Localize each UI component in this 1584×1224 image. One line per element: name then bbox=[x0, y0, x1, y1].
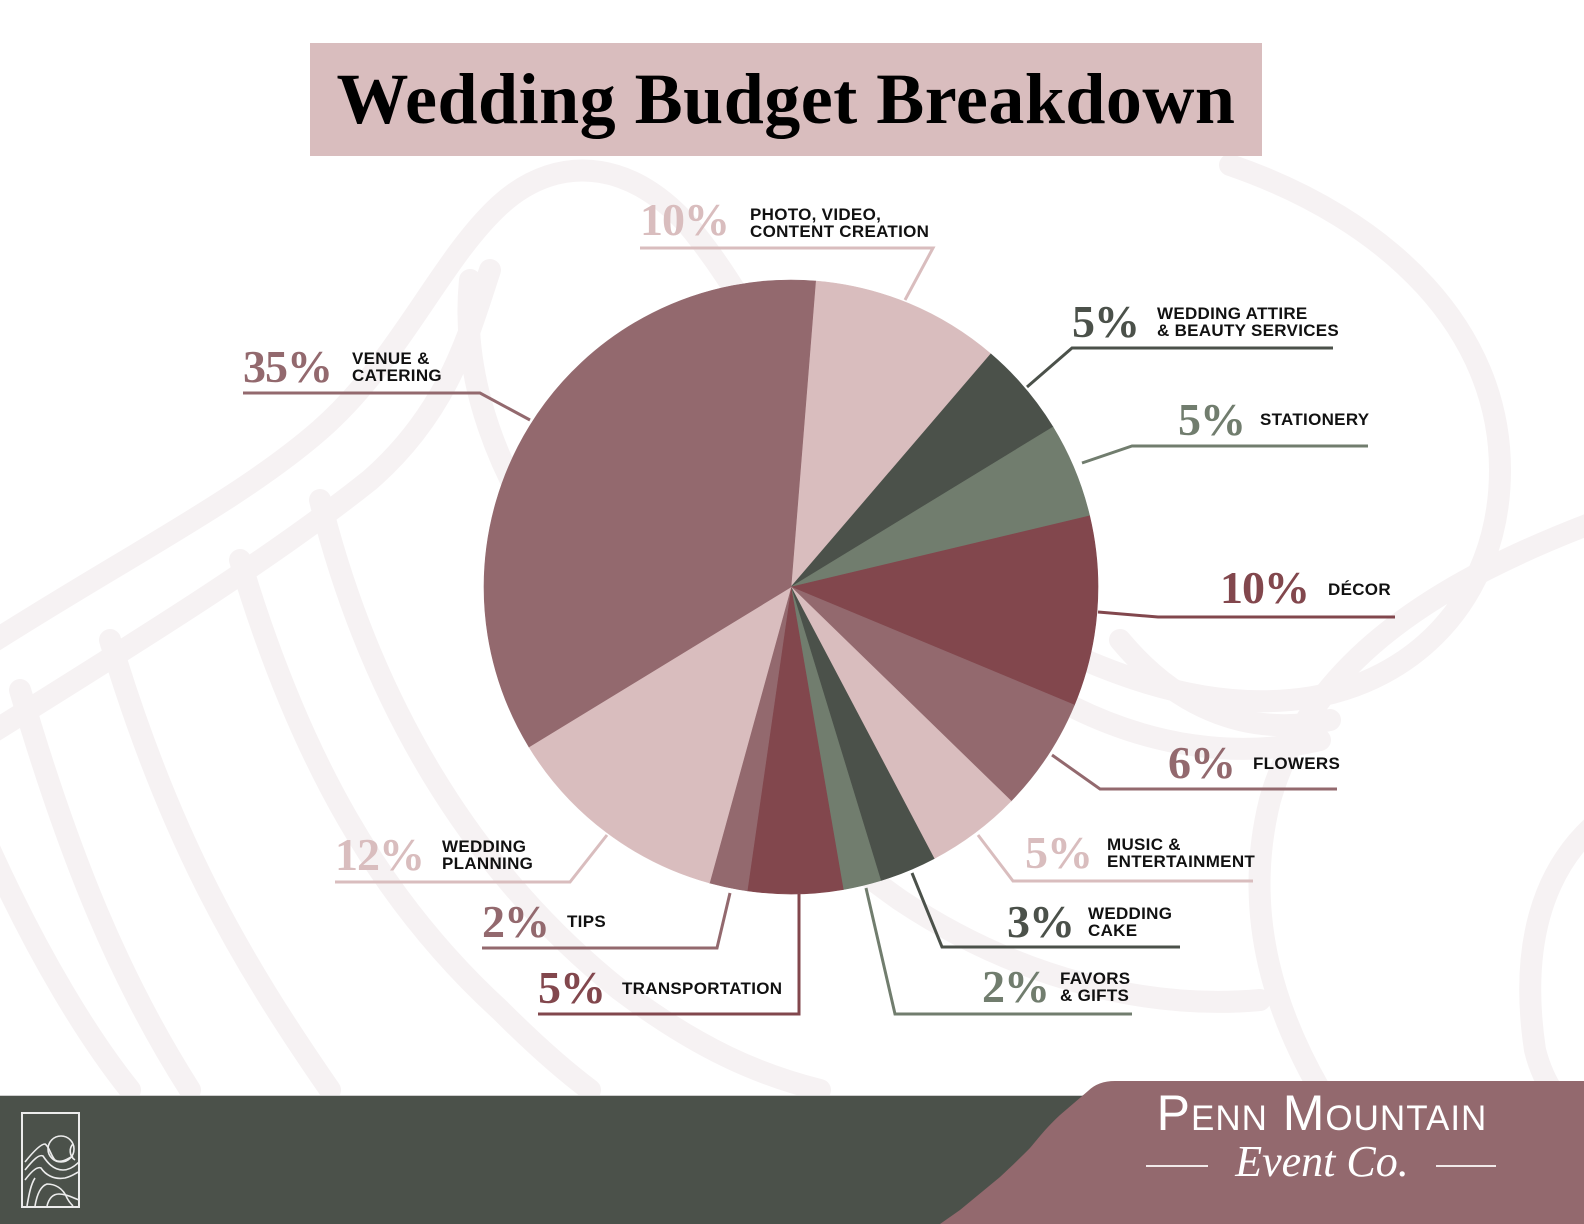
category-favors-gifts: FAVORS & GIFTS bbox=[1060, 970, 1130, 1004]
pct-decor: 10% bbox=[1220, 562, 1310, 613]
pct-transportation: 5% bbox=[538, 962, 606, 1013]
pct-music-entertainment: 5% bbox=[1025, 827, 1093, 878]
pct-wedding-cake: 3% bbox=[1007, 896, 1075, 947]
logo-mark bbox=[24, 1135, 78, 1206]
category-line: VENUE & bbox=[352, 349, 430, 368]
category-line: TRANSPORTATION bbox=[622, 979, 783, 998]
category-line: & BEAUTY SERVICES bbox=[1157, 321, 1340, 340]
category-line: CATERING bbox=[352, 366, 442, 385]
leader-line-favors-gifts bbox=[864, 887, 1132, 1016]
pie-slice-photo-video bbox=[790, 280, 992, 588]
brand-rule-right bbox=[1436, 1165, 1496, 1167]
category-line: MUSIC & bbox=[1107, 835, 1181, 854]
pct-stationery: 5% bbox=[1178, 394, 1246, 445]
pct-photo-video: 10% bbox=[640, 194, 730, 245]
leader-line-wedding-planning bbox=[335, 834, 609, 884]
category-wedding-planning: WEDDING PLANNING bbox=[442, 838, 533, 872]
category-decor: DÉCOR bbox=[1328, 581, 1391, 598]
pct-flowers: 6% bbox=[1168, 737, 1236, 788]
title-banner: Wedding Budget Breakdown bbox=[310, 43, 1262, 156]
pct-wedding-planning: 12% bbox=[335, 829, 425, 880]
category-line: FLOWERS bbox=[1253, 754, 1341, 773]
category-wedding-cake: WEDDING CAKE bbox=[1088, 905, 1172, 939]
category-transportation: TRANSPORTATION bbox=[622, 980, 782, 997]
category-line: DÉCOR bbox=[1328, 580, 1391, 599]
leader-line-wedding-cake bbox=[910, 872, 1180, 949]
category-line: WEDDING bbox=[442, 837, 527, 856]
category-line: STATIONERY bbox=[1260, 410, 1370, 429]
leader-line-decor bbox=[1097, 610, 1395, 619]
category-venue-catering: VENUE & CATERING bbox=[352, 350, 442, 384]
category-line: ENTERTAINMENT bbox=[1107, 852, 1256, 871]
brand-shape-fill bbox=[940, 1081, 1584, 1224]
pct-venue-catering: 35% bbox=[243, 341, 333, 392]
category-music-entertainment: MUSIC & ENTERTAINMENT bbox=[1107, 836, 1255, 870]
leader-line-photo-video bbox=[640, 246, 936, 301]
category-stationery: STATIONERY bbox=[1260, 411, 1369, 428]
pie-slice-wedding-planning bbox=[528, 586, 792, 884]
category-line: WEDDING ATTIRE bbox=[1157, 304, 1308, 323]
category-line: CONTENT CREATION bbox=[750, 222, 930, 241]
leader-line-venue-catering bbox=[243, 391, 531, 422]
leader-line-flowers bbox=[1051, 753, 1337, 791]
pct-tips: 2% bbox=[482, 896, 550, 947]
page-title: Wedding Budget Breakdown bbox=[336, 59, 1236, 139]
category-line: CAKE bbox=[1088, 921, 1138, 940]
mountain-topo-icon bbox=[21, 1112, 80, 1208]
category-line: PLANNING bbox=[442, 854, 534, 873]
category-photo-video: PHOTO, VIDEO, CONTENT CREATION bbox=[750, 206, 929, 240]
brand-name: Penn Mountain bbox=[1156, 1085, 1488, 1141]
leader-line-transportation bbox=[538, 894, 801, 1016]
category-line: & GIFTS bbox=[1060, 986, 1130, 1005]
category-line: PHOTO, VIDEO, bbox=[750, 205, 882, 224]
leader-line-attire-beauty bbox=[1026, 346, 1333, 389]
leader-line-stationery bbox=[1081, 444, 1368, 465]
category-attire-beauty: WEDDING ATTIRE & BEAUTY SERVICES bbox=[1157, 305, 1339, 339]
category-tips: TIPS bbox=[567, 913, 606, 930]
category-line: FAVORS bbox=[1060, 969, 1131, 988]
pie-slice-decor bbox=[790, 515, 1099, 706]
leader-line-tips bbox=[482, 892, 732, 950]
category-flowers: FLOWERS bbox=[1253, 755, 1340, 772]
pct-favors-gifts: 2% bbox=[982, 961, 1050, 1012]
pie-slices bbox=[483, 279, 1099, 895]
category-line: WEDDING bbox=[1088, 904, 1173, 923]
brand-subtitle: Event Co. bbox=[1235, 1137, 1409, 1186]
category-line: TIPS bbox=[567, 912, 606, 931]
brand-rule-left bbox=[1146, 1165, 1208, 1167]
pct-attire-beauty: 5% bbox=[1072, 296, 1140, 347]
pie-slice-venue-catering bbox=[483, 279, 816, 748]
leader-line-music-entertainment bbox=[976, 834, 1253, 883]
